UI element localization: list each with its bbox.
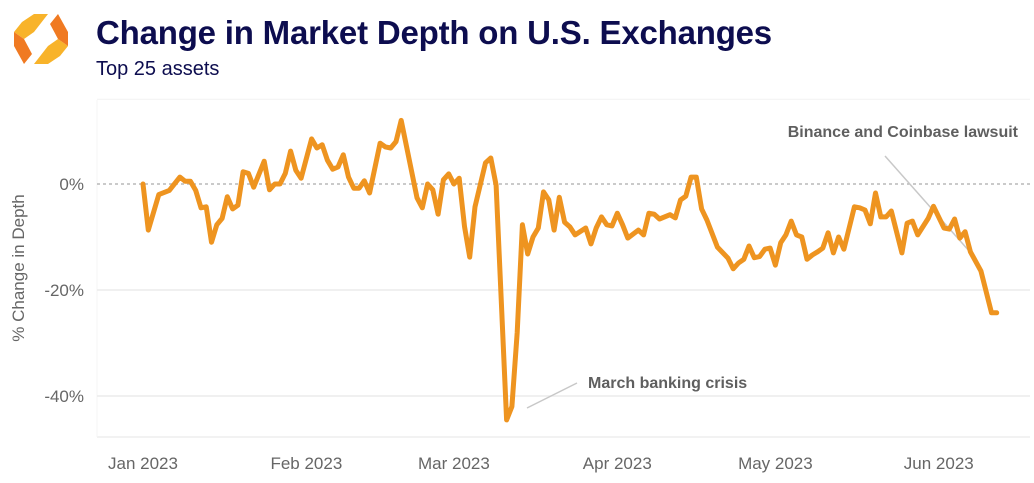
x-tick-label: May 2023 bbox=[738, 454, 813, 473]
x-tick-label: Feb 2023 bbox=[270, 454, 342, 473]
y-tick-label: 0% bbox=[59, 175, 84, 194]
annotation-binance-coinbase-lawsuit: Binance and Coinbase lawsuit bbox=[788, 124, 1019, 141]
logo-icon bbox=[14, 14, 68, 64]
series-line bbox=[140, 117, 1000, 423]
annotation-leader-line bbox=[526, 382, 578, 409]
x-tick-label: Mar 2023 bbox=[418, 454, 490, 473]
annotation-march-banking-crisis: March banking crisis bbox=[588, 375, 747, 392]
x-tick-label: Jun 2023 bbox=[904, 454, 974, 473]
y-tick-label: -40% bbox=[44, 387, 84, 406]
x-tick-label: Apr 2023 bbox=[583, 454, 652, 473]
y-tick-label: -20% bbox=[44, 281, 84, 300]
annotation-leader-line bbox=[884, 155, 971, 253]
y-axis-label: % Change in Depth bbox=[9, 194, 28, 341]
x-tick-label: Jan 2023 bbox=[108, 454, 178, 473]
chart-title: Change in Market Depth on U.S. Exchanges bbox=[96, 14, 772, 51]
chart-subtitle: Top 25 assets bbox=[96, 58, 220, 80]
